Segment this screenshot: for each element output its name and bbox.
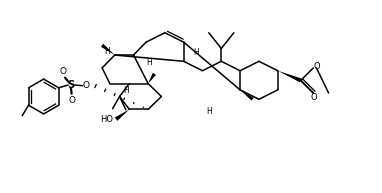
Text: O: O (310, 93, 317, 102)
Text: H: H (147, 58, 152, 67)
Text: O: O (59, 67, 66, 76)
Text: S: S (67, 80, 74, 90)
Text: H: H (104, 47, 110, 56)
Polygon shape (148, 73, 156, 84)
Text: O: O (68, 96, 75, 105)
Text: H: H (193, 48, 199, 57)
Text: HO: HO (100, 115, 113, 124)
Text: H: H (124, 86, 129, 95)
Polygon shape (278, 71, 301, 82)
Polygon shape (240, 90, 254, 101)
Text: H: H (206, 107, 212, 116)
Polygon shape (115, 109, 129, 121)
Text: O: O (83, 81, 89, 90)
Polygon shape (101, 44, 115, 55)
Text: O: O (313, 62, 320, 71)
